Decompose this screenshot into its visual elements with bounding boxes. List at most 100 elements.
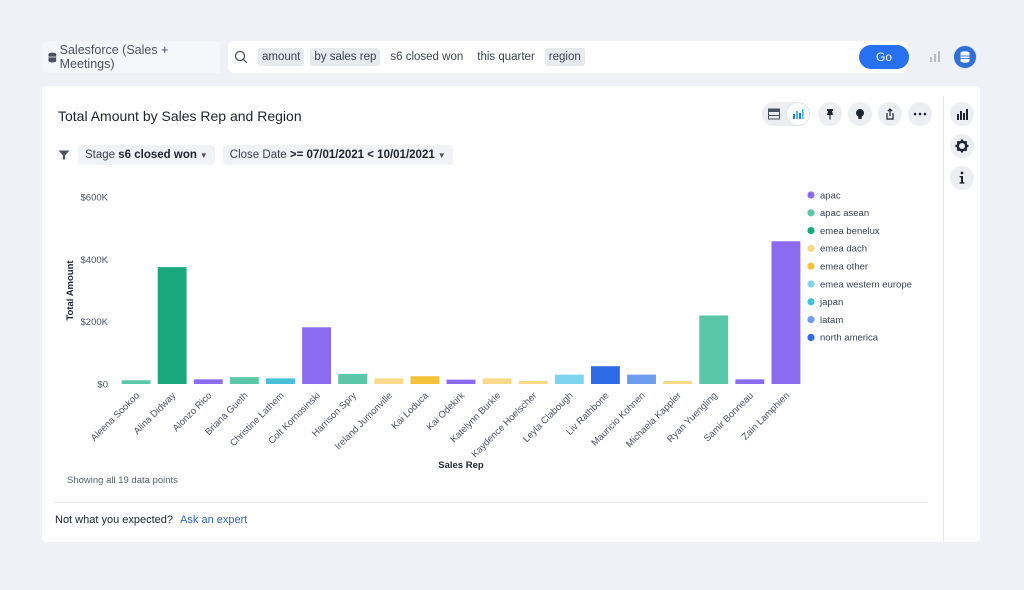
bar — [410, 376, 440, 384]
filter-value: >= 07/01/2021 < 10/01/2021 — [289, 149, 435, 161]
divider — [54, 502, 928, 503]
legend-label: north america — [820, 333, 879, 344]
bar — [374, 378, 404, 384]
bar — [771, 241, 801, 384]
y-tick-label: $400K — [81, 255, 109, 266]
x-tick-label: Kaydence Hoelscher — [470, 390, 540, 460]
avatar[interactable] — [953, 45, 977, 69]
share-button[interactable] — [878, 102, 902, 126]
legend-label: emea western europe — [820, 279, 912, 290]
bar — [266, 378, 295, 384]
filter-label: Close Date — [229, 149, 287, 161]
data-source-label: Salesforce (Sales + Meetings) — [59, 43, 169, 71]
search-token[interactable]: region — [544, 48, 585, 66]
insight-button[interactable] — [848, 102, 872, 126]
page-title: Total Amount by Sales Rep and Region — [58, 108, 302, 124]
info-button[interactable] — [950, 166, 974, 190]
pin-icon — [827, 109, 833, 120]
bar — [590, 366, 620, 384]
bar — [554, 374, 584, 384]
legend-swatch — [807, 191, 815, 199]
bar-chart-icon — [957, 109, 968, 120]
legend-swatch — [807, 316, 815, 324]
bar — [735, 379, 765, 384]
feedback-text: Not what you expected? — [55, 514, 174, 526]
search-bar: Salesforce (Sales + Meetings) amount by … — [42, 41, 980, 73]
table-icon — [768, 108, 780, 120]
legend-swatch — [807, 298, 815, 306]
legend-swatch — [807, 280, 815, 288]
data-source-selector[interactable]: Salesforce (Sales + Meetings) — [42, 41, 220, 73]
filter-chip-stage[interactable]: Stage s6 closed won ▼ — [78, 145, 215, 165]
y-tick-label: $200K — [81, 317, 109, 328]
info-icon — [959, 171, 965, 184]
pin-button[interactable] — [818, 102, 842, 126]
filter-value: s6 closed won — [118, 149, 197, 161]
bar — [157, 267, 187, 384]
bar — [663, 380, 693, 384]
chevron-down-icon: ▼ — [199, 151, 208, 160]
y-tick-label: $0 — [97, 380, 108, 391]
more-icon — [913, 112, 927, 116]
search-input[interactable]: amount by sales rep s6 closed won this q… — [228, 41, 908, 73]
ask-expert-link[interactable]: Ask an expert — [180, 514, 248, 526]
legend-swatch — [807, 262, 815, 270]
filter-label: Stage — [85, 149, 116, 161]
database-icon — [960, 51, 970, 63]
view-toggle — [762, 102, 810, 126]
settings-button[interactable] — [950, 134, 974, 158]
chart-config-button[interactable] — [950, 102, 974, 126]
legend-label: japan — [819, 297, 843, 308]
legend-label: latam — [820, 315, 843, 326]
legend-swatch — [807, 209, 815, 217]
bar-chart-icon[interactable] — [928, 49, 942, 63]
side-toolbar — [950, 102, 974, 198]
bar — [121, 380, 151, 384]
database-icon — [48, 52, 57, 62]
search-icon — [234, 50, 248, 64]
more-options-button[interactable] — [908, 102, 932, 126]
bar — [302, 327, 332, 384]
bar — [446, 379, 476, 384]
filter-icon — [58, 150, 70, 160]
y-axis-label: Total Amount — [65, 260, 76, 321]
bar — [482, 378, 512, 384]
feedback-row: Not what you expected? Ask an expert — [55, 514, 247, 526]
bar — [338, 374, 368, 384]
chart-view-button[interactable] — [786, 102, 810, 126]
chart-toolbar — [762, 102, 938, 126]
share-icon — [886, 108, 894, 120]
filter-bar: Stage s6 closed won ▼ Close Date >= 07/01… — [58, 145, 461, 165]
search-token[interactable]: this quarter — [477, 51, 535, 63]
legend-swatch — [807, 333, 815, 341]
legend-label: emea benelux — [820, 226, 880, 237]
bar — [193, 379, 223, 384]
legend-label: apac — [820, 190, 841, 201]
panel-divider — [943, 96, 944, 542]
chart-icon — [793, 109, 804, 119]
gear-icon — [955, 139, 969, 153]
answer-card: Total Amount by Sales Rep and Region — [42, 86, 980, 542]
x-axis-label: Sales Rep — [438, 460, 484, 471]
legend-swatch — [807, 227, 815, 235]
search-token[interactable]: s6 closed won — [390, 51, 464, 63]
table-view-button[interactable] — [762, 102, 786, 126]
filter-chip-close-date[interactable]: Close Date >= 07/01/2021 < 10/01/2021 ▼ — [222, 145, 453, 165]
legend-swatch — [807, 244, 815, 252]
data-points-note: Showing all 19 data points — [67, 475, 178, 486]
bar — [229, 377, 259, 384]
y-tick-label: $600K — [81, 193, 109, 204]
legend-label: emea dach — [820, 244, 867, 255]
go-button[interactable]: Go — [859, 45, 909, 69]
bar — [627, 374, 656, 384]
bar — [699, 315, 729, 384]
legend-label: emea other — [820, 262, 868, 273]
lightbulb-icon — [856, 109, 864, 119]
x-tick-label: Aleena Sookoo — [89, 390, 142, 443]
bar — [518, 380, 548, 384]
search-token[interactable]: amount — [258, 48, 305, 66]
chevron-down-icon: ▼ — [437, 151, 446, 160]
bar-chart: $0 $200K $400K $600K Total Amount Aleena Sook… — [65, 190, 912, 471]
search-token[interactable]: by sales rep — [310, 48, 381, 66]
legend-label: apac asean — [820, 208, 869, 219]
